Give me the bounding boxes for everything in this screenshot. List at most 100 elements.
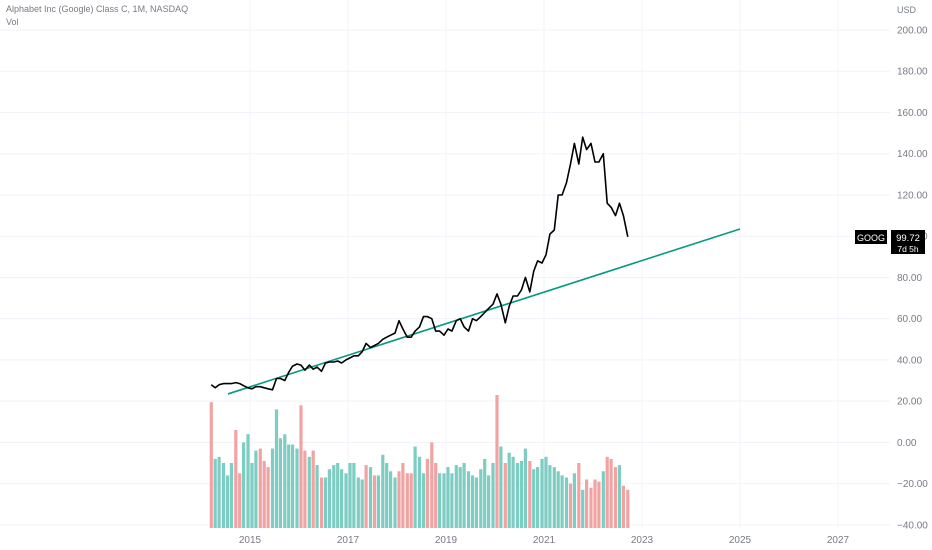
volume-bar	[266, 467, 270, 528]
volume-bar	[593, 479, 597, 528]
volume-bar	[278, 438, 282, 528]
volume-bar	[217, 456, 221, 528]
volume-bar	[307, 456, 311, 528]
volume-bar	[601, 471, 605, 528]
volume-bar	[528, 461, 532, 528]
volume-bar	[470, 475, 475, 528]
volume-bar	[487, 475, 491, 528]
volume-bar	[511, 456, 515, 528]
volume-bar	[340, 469, 344, 528]
volume-bar	[474, 477, 478, 528]
volume-bar	[368, 467, 373, 528]
volume-bar	[454, 465, 458, 528]
volume-bar	[413, 446, 417, 528]
y-axis: 200.00180.00160.00140.00120.00100.0080.0…	[897, 26, 928, 532]
volume-bar	[434, 463, 438, 528]
volume-bar	[556, 471, 560, 528]
volume-bar	[393, 477, 397, 528]
volume-bar	[577, 463, 581, 528]
volume-bar	[605, 456, 609, 528]
volume-bar	[246, 434, 250, 528]
volume-bar	[597, 481, 601, 528]
x-tick-label: 2015	[239, 535, 262, 546]
volume-bar	[552, 467, 556, 528]
volume-bar	[274, 409, 279, 528]
volume-bar	[401, 463, 405, 528]
volume-bar	[532, 469, 536, 528]
volume-bar	[372, 475, 377, 528]
volume-bar	[536, 467, 540, 528]
volume-bar	[283, 434, 287, 528]
volume-bar	[626, 489, 630, 528]
volume-bar	[213, 458, 217, 528]
y-axis-unit-label: USD	[897, 5, 917, 15]
volume-bar	[568, 483, 573, 528]
volume-bar	[258, 448, 262, 528]
price-layer	[210, 136, 629, 391]
x-tick-label: 2027	[827, 535, 850, 546]
chart-legend-title: Alphabet Inc (Google) Class C, 1M, NASDA…	[6, 4, 189, 14]
volume-bar	[319, 477, 324, 528]
y-tick-label: 20.00	[897, 397, 922, 408]
volume-bar	[242, 442, 246, 528]
volume-bar	[225, 475, 230, 528]
volume-bar	[462, 463, 466, 528]
y-tick-label: 200.00	[897, 26, 928, 37]
volume-bar	[609, 458, 613, 528]
volume-bar	[491, 463, 495, 528]
volume-layer	[209, 395, 630, 528]
y-tick-label: 140.00	[897, 149, 928, 160]
y-tick-label: 160.00	[897, 108, 928, 119]
grid-layer	[0, 0, 890, 528]
volume-bar	[515, 463, 520, 528]
y-tick-label: 120.00	[897, 190, 928, 201]
volume-bar	[446, 467, 450, 528]
volume-bar	[450, 473, 454, 528]
volume-bar	[613, 467, 618, 528]
volume-bar	[344, 473, 348, 528]
volume-bar	[495, 395, 499, 528]
volume-bar	[360, 479, 364, 528]
volume-bar	[389, 471, 393, 528]
volume-bar	[376, 475, 380, 528]
volume-bar	[540, 458, 544, 528]
volume-bar	[519, 461, 524, 528]
x-tick-label: 2017	[337, 535, 360, 546]
volume-bar	[234, 430, 238, 528]
volume-bar	[479, 469, 483, 528]
y-tick-label: −20.00	[897, 479, 928, 490]
volume-bar	[336, 463, 340, 528]
volume-bar	[209, 402, 213, 528]
volume-bar	[523, 448, 527, 528]
y-tick-label: 80.00	[897, 273, 922, 284]
volume-bar	[421, 473, 426, 528]
price-badge-countdown: 7d 5h	[897, 244, 919, 254]
y-tick-label: 0.00	[897, 438, 917, 449]
volume-bar	[548, 465, 552, 528]
volume-bar	[438, 473, 442, 528]
x-tick-label: 2025	[729, 535, 752, 546]
volume-bar	[442, 473, 446, 528]
x-tick-label: 2019	[435, 535, 458, 546]
volume-bar	[560, 475, 564, 528]
volume-bar	[250, 463, 254, 528]
x-tick-label: 2023	[631, 535, 654, 546]
volume-bar	[270, 448, 275, 528]
volume-bar	[458, 467, 462, 528]
volume-bar	[291, 444, 295, 528]
volume-bar	[262, 461, 266, 528]
volume-bar	[254, 450, 258, 528]
volume-bar	[315, 465, 319, 528]
volume-bar	[425, 458, 429, 528]
volume-bar	[483, 458, 487, 528]
volume-bar	[564, 477, 569, 528]
y-tick-label: 40.00	[897, 355, 922, 366]
price-line	[210, 136, 629, 391]
volume-bar	[417, 456, 422, 528]
volume-bar	[303, 450, 307, 528]
volume-bar	[238, 473, 242, 528]
trend-line	[227, 228, 741, 395]
price-badge-layer: GOOG 99.72 7d 5h	[855, 230, 925, 254]
volume-bar	[466, 471, 471, 528]
